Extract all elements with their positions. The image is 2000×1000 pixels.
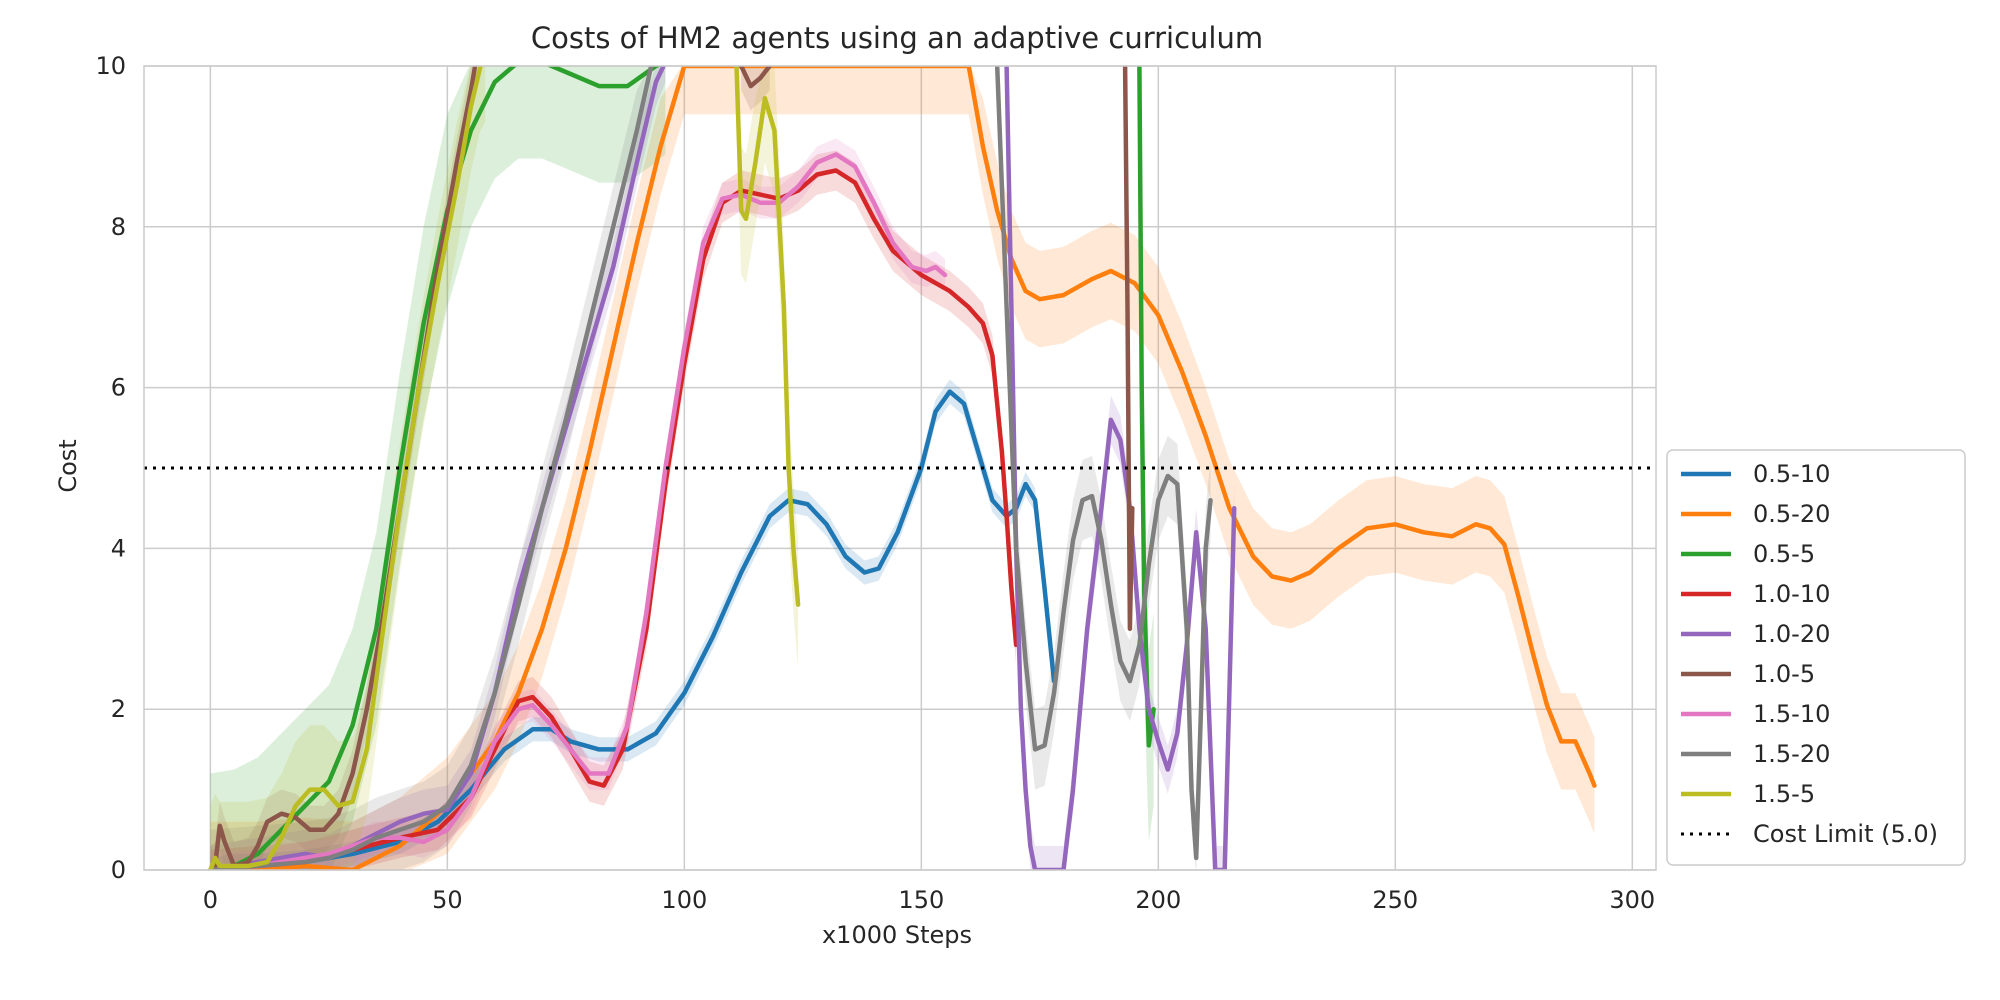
- x-tick-label: 0: [203, 886, 218, 914]
- y-tick-label: 8: [111, 213, 126, 241]
- legend-label-cost-limit-5-0: Cost Limit (5.0): [1753, 820, 1938, 848]
- series-line-1-0-5: [1122, 66, 1135, 632]
- legend-label-0-5-5: 0.5-5: [1753, 540, 1815, 568]
- legend-label-1-0-20: 1.0-20: [1753, 620, 1830, 648]
- x-tick-label: 50: [432, 886, 463, 914]
- legend-label-1-0-5: 1.0-5: [1753, 660, 1815, 688]
- series-line-0-5-10: [208, 389, 1057, 870]
- legend-label-1-5-20: 1.5-20: [1753, 740, 1830, 768]
- series-line-1-0-5: [738, 66, 772, 89]
- series-line-1-0-20: [1004, 66, 1237, 870]
- series-band-0-5-5: [1139, 66, 1154, 842]
- legend: 0.5-10 0.5-20 0.5-5 1.0-10 1.0-20 1.0-5 1.5-10…: [1666, 449, 1966, 866]
- y-tick-label: 4: [111, 534, 126, 562]
- series-line-1-5-5: [734, 66, 801, 607]
- legend-label-0-5-20: 0.5-20: [1753, 500, 1830, 528]
- series-line-1-5-20: [208, 66, 654, 870]
- x-tick-label: 200: [1135, 886, 1181, 914]
- y-tick-label: 0: [111, 856, 126, 884]
- legend-label-1-0-10: 1.0-10: [1753, 580, 1830, 608]
- series-line-1-5-5: [208, 66, 485, 870]
- x-axis-label: x1000 Steps: [822, 921, 972, 949]
- series-band-1-5-5: [736, 66, 799, 669]
- series-line-1-0-20: [208, 66, 666, 870]
- plot-frame: [143, 65, 1657, 871]
- y-tick-label: 10: [95, 52, 126, 80]
- x-tick-label: 300: [1609, 886, 1655, 914]
- y-tick-label: 2: [111, 695, 126, 723]
- series-band-1-5-20: [997, 66, 1211, 870]
- legend-label-1-5-5: 1.5-5: [1753, 780, 1815, 808]
- x-tick-label: 250: [1372, 886, 1418, 914]
- legend-label-0-5-10: 0.5-10: [1753, 460, 1830, 488]
- chart-title: Costs of HM2 agents using an adaptive cu…: [531, 21, 1263, 55]
- series-line-0-5-20: [208, 66, 1597, 870]
- y-axis-label: Cost: [54, 439, 82, 492]
- axis-ticks: 0 50 100 150 200 250 300 0 2 4 6 8 10: [95, 52, 1655, 914]
- legend-box: [1666, 449, 1966, 866]
- series-band-0-5-5: [210, 66, 666, 870]
- x-tick-label: 150: [898, 886, 944, 914]
- series-lines: [208, 66, 1597, 870]
- series-band-1-5-20: [210, 66, 652, 870]
- y-tick-label: 6: [111, 374, 126, 402]
- legend-label-1-5-10: 1.5-10: [1753, 700, 1830, 728]
- series-line-1-5-20: [994, 66, 1213, 861]
- x-tick-label: 100: [661, 886, 707, 914]
